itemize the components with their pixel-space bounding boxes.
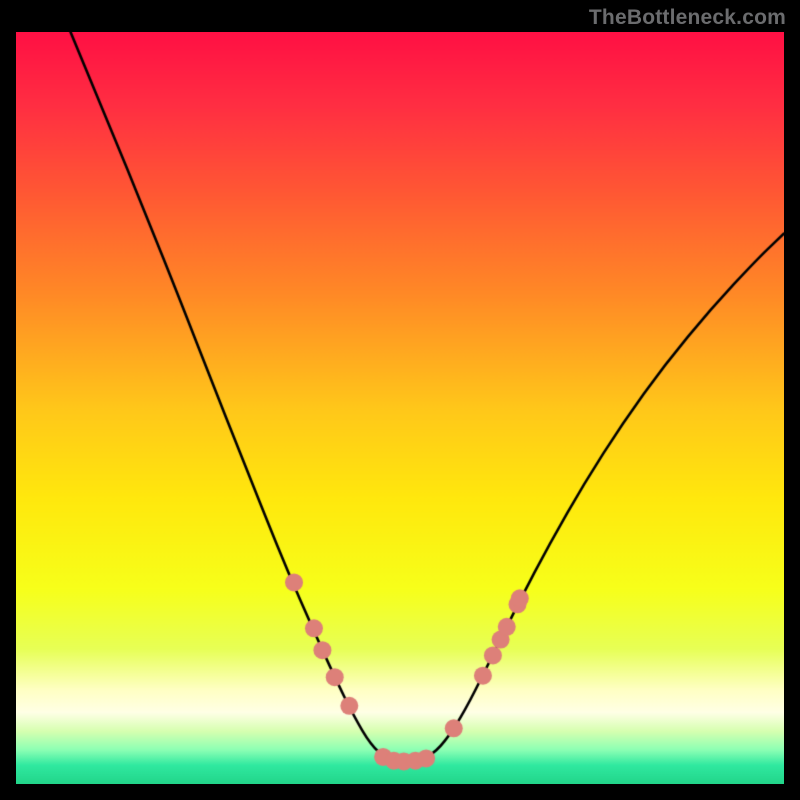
watermark-text: TheBottleneck.com bbox=[589, 6, 786, 30]
chart-frame: { "watermark": { "text": "TheBottleneck.… bbox=[0, 0, 800, 800]
bottleneck-curve-chart bbox=[16, 32, 784, 784]
